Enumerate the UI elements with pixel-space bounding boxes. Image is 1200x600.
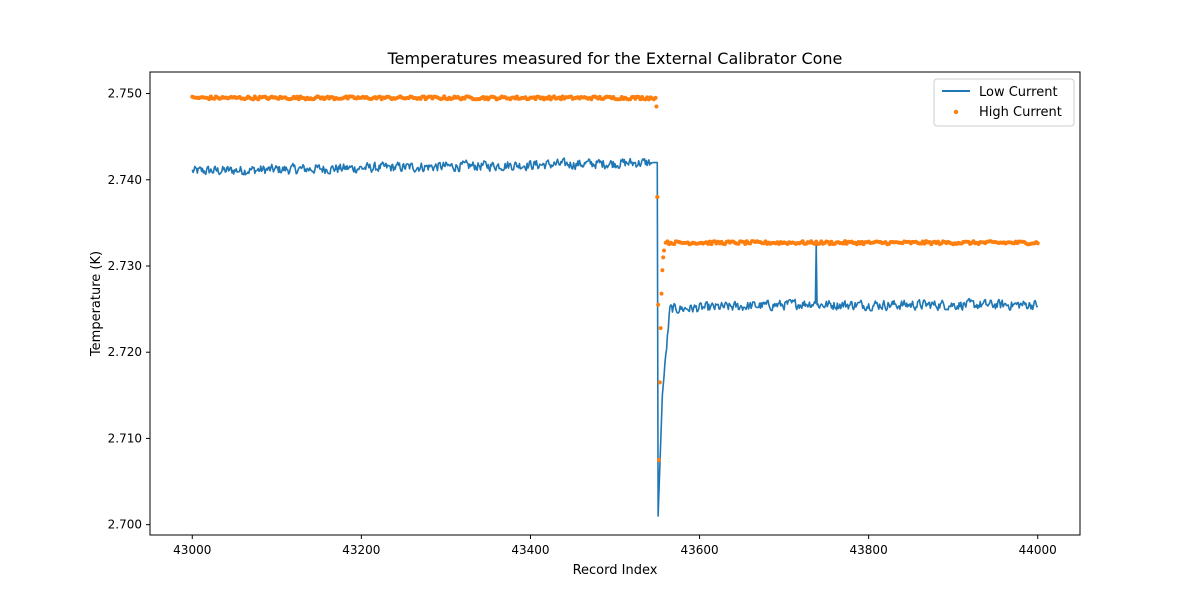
x-tick-label: 43600 — [680, 543, 718, 557]
high-current-point — [653, 95, 658, 100]
y-tick-label: 2.750 — [108, 87, 142, 101]
x-tick-label: 43800 — [850, 543, 888, 557]
high-current-point — [662, 248, 667, 253]
high-current-point — [656, 302, 661, 307]
y-tick-label: 2.720 — [108, 345, 142, 359]
high-current-point — [658, 326, 663, 331]
high-current-point — [656, 457, 661, 462]
plot-frame — [149, 71, 1081, 536]
high-current-point — [659, 291, 664, 296]
x-axis-ticks: 43000 43200 43400 43600 43800 44000 — [173, 535, 1057, 557]
series-low-current-line — [191, 157, 1039, 517]
high-current-point — [654, 104, 659, 109]
x-tick-label: 44000 — [1019, 543, 1057, 557]
y-tick-label: 2.730 — [108, 259, 142, 273]
legend: Low Current High Current — [933, 78, 1075, 127]
x-axis-label: Record Index — [573, 563, 658, 578]
y-tick-label: 2.700 — [108, 518, 142, 532]
y-axis-label: Temperature (K) — [89, 251, 104, 357]
legend-high-current-label: High Current — [979, 105, 1062, 120]
high-current-point — [661, 255, 666, 260]
series-high-current-points — [190, 94, 1040, 462]
y-tick-label: 2.740 — [108, 173, 142, 187]
high-current-point — [660, 268, 665, 273]
x-tick-label: 43400 — [511, 543, 549, 557]
chart-title: Temperatures measured for the External C… — [387, 49, 843, 68]
legend-high-current-swatch — [953, 109, 959, 115]
plot-area — [190, 94, 1040, 517]
y-axis-ticks: 2.700 2.710 2.720 2.730 2.740 2.750 — [108, 87, 150, 532]
high-current-point — [1035, 241, 1040, 246]
legend-low-current-label: Low Current — [979, 85, 1058, 100]
high-current-point — [251, 97, 256, 102]
x-tick-label: 43000 — [173, 543, 211, 557]
high-current-point — [657, 380, 662, 385]
high-current-point — [655, 195, 660, 200]
x-tick-label: 43200 — [342, 543, 380, 557]
y-tick-label: 2.710 — [108, 431, 142, 445]
